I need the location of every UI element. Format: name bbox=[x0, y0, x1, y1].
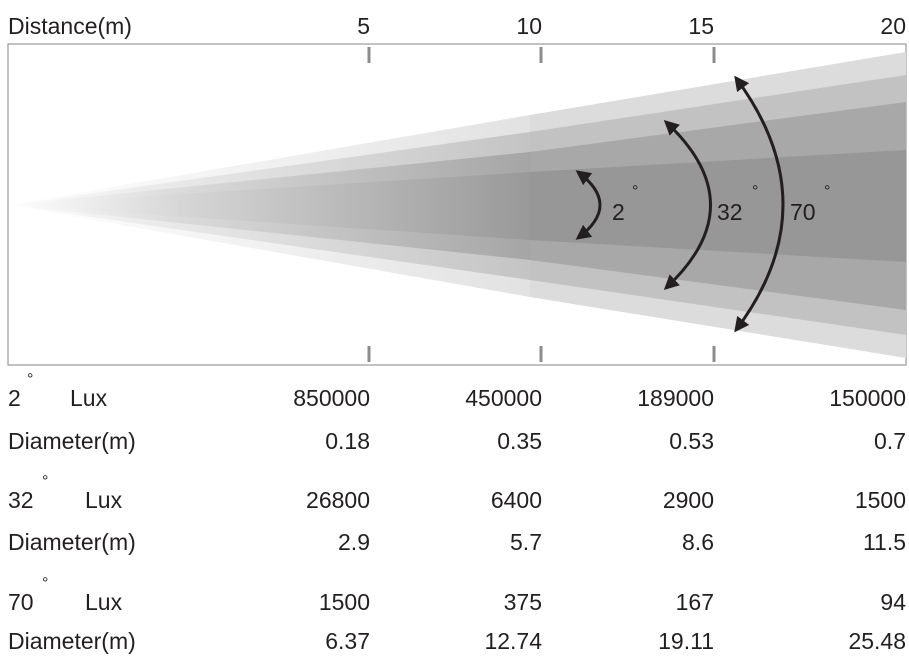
row-2deg-angle: 2 bbox=[8, 385, 21, 411]
row-70deg-diameter-20: 25.48 bbox=[848, 628, 906, 654]
distance-20: 20 bbox=[880, 13, 906, 39]
row-70deg-diameter-label: Diameter(m) bbox=[8, 628, 136, 654]
row-32deg-angle: 32 bbox=[8, 487, 34, 513]
row-70deg-lux-10: 375 bbox=[503, 589, 542, 615]
row-32deg-diameter-20: 11.5 bbox=[862, 529, 906, 555]
row-2deg-diameter-15: 0.53 bbox=[669, 428, 714, 454]
row-32deg-lux-5: 26800 bbox=[306, 487, 370, 513]
arrow-70-deg bbox=[734, 75, 785, 333]
row-2deg-lux-15: 189000 bbox=[637, 385, 714, 411]
row-70deg-lux-5: 1500 bbox=[318, 589, 370, 615]
row-32deg-diameter-5: 2.9 bbox=[338, 529, 370, 555]
row-32deg-diameter-15: 8.6 bbox=[682, 529, 714, 555]
arrow-2-deg bbox=[575, 170, 602, 240]
row-70deg-label: Lux bbox=[85, 589, 123, 615]
degree-mark-2: ° bbox=[632, 183, 639, 200]
distance-10: 10 bbox=[516, 13, 542, 39]
row-32deg-degree-mark: ° bbox=[42, 473, 49, 490]
angle-label-70: 70 bbox=[790, 199, 816, 225]
angle-label-32: 32 bbox=[717, 199, 743, 225]
row-2deg-diameter-20: 0.7 bbox=[874, 428, 906, 454]
distance-ticks bbox=[367, 47, 716, 362]
row-70deg-lux-15: 167 bbox=[675, 589, 714, 615]
row-32deg-lux-15: 2900 bbox=[662, 487, 714, 513]
angle-arrows bbox=[575, 75, 785, 333]
distance-label: Distance(m) bbox=[8, 13, 132, 39]
degree-mark-32: ° bbox=[752, 183, 759, 200]
distance-15: 15 bbox=[688, 13, 714, 39]
row-2deg-label: Lux bbox=[70, 385, 108, 411]
row-32deg-label: Lux bbox=[85, 487, 123, 513]
degree-mark-70: ° bbox=[824, 183, 831, 200]
row-70deg-diameter-15: 19.11 bbox=[658, 628, 714, 654]
row-2deg-degree-mark: ° bbox=[27, 371, 34, 388]
row-2deg-lux-20: 150000 bbox=[829, 385, 906, 411]
row-32deg-diameter-label: Diameter(m) bbox=[8, 529, 136, 555]
row-32deg-diameter-10: 5.7 bbox=[510, 529, 542, 555]
row-32deg-lux-10: 6400 bbox=[490, 487, 542, 513]
row-70deg-lux-20: 94 bbox=[880, 589, 906, 615]
beam-near-field bbox=[8, 115, 530, 297]
row-2deg-lux-5: 850000 bbox=[293, 385, 370, 411]
row-70deg-angle: 70 bbox=[8, 589, 34, 615]
row-70deg-degree-mark: ° bbox=[42, 575, 49, 592]
row-2deg-diameter-10: 0.35 bbox=[497, 428, 542, 454]
row-70deg-diameter-10: 12.74 bbox=[484, 628, 542, 654]
arrow-32-deg bbox=[663, 119, 712, 291]
beam-far-field bbox=[530, 52, 906, 358]
distance-5: 5 bbox=[357, 13, 370, 39]
row-2deg-lux-10: 450000 bbox=[465, 385, 542, 411]
row-70deg-diameter-5: 6.37 bbox=[325, 628, 370, 654]
angle-label-2: 2 bbox=[612, 199, 625, 225]
row-32deg-lux-20: 1500 bbox=[854, 487, 906, 513]
row-2deg-diameter-label: Diameter(m) bbox=[8, 428, 136, 454]
row-2deg-diameter-5: 0.18 bbox=[325, 428, 370, 454]
